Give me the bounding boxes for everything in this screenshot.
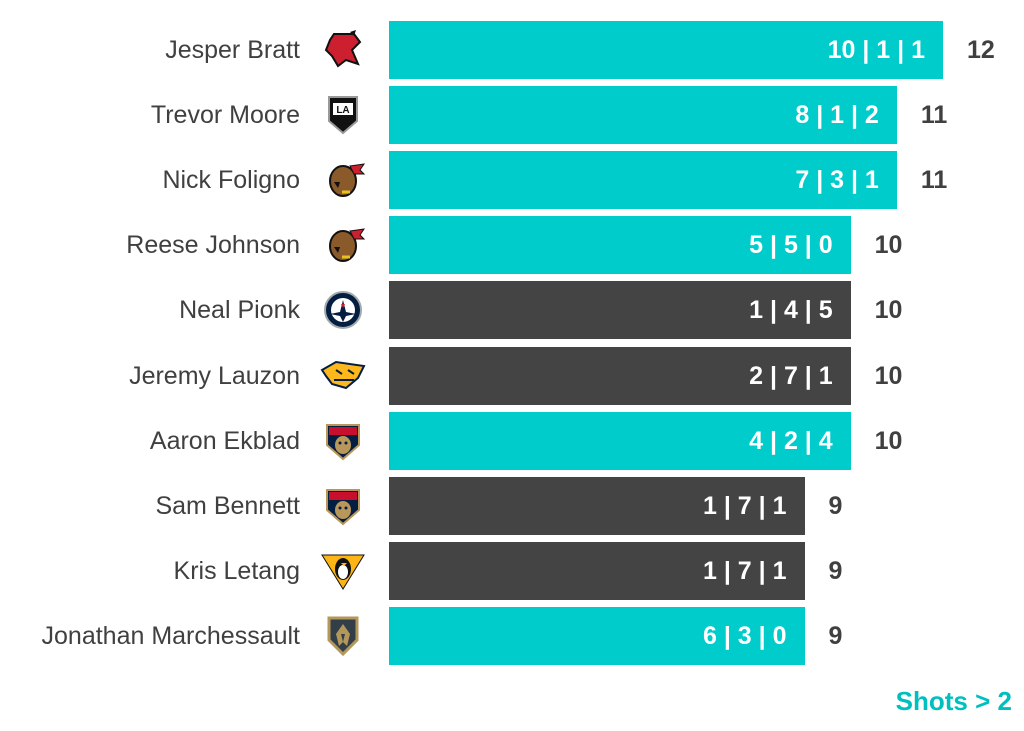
player-name-label: Reese Johnson — [126, 231, 300, 259]
chart-row: Kris Letang 1 | 7 | 1 9 — [0, 542, 1024, 600]
penguins-logo-icon — [320, 551, 366, 591]
bar-breakdown-label: 5 | 5 | 0 — [749, 231, 833, 259]
player-name-label: Neal Pionk — [179, 296, 300, 324]
bar-breakdown-label: 7 | 3 | 1 — [795, 166, 879, 194]
bar-total-label: 10 — [874, 362, 903, 390]
kings-logo-icon: LA — [320, 95, 366, 135]
bar-breakdown-label: 1 | 7 | 1 — [703, 492, 787, 520]
chart-row: Jonathan Marchessault 6 | 3 | 0 9 — [0, 607, 1024, 665]
predators-logo-icon — [320, 356, 366, 396]
chart-row: Aaron Ekblad 4 | 2 | 4 10 — [0, 412, 1024, 470]
bar-breakdown-label: 1 | 4 | 5 — [749, 296, 833, 324]
bar-breakdown-label: 6 | 3 | 0 — [703, 622, 787, 650]
bar: 2 | 7 | 1 — [389, 347, 851, 405]
bar: 1 | 7 | 1 — [389, 477, 805, 535]
bar-breakdown-label: 2 | 7 | 1 — [749, 362, 833, 390]
bar: 8 | 1 | 2 — [389, 86, 897, 144]
golden-knights-logo-icon — [320, 616, 366, 656]
bar-total-label: 9 — [828, 492, 843, 520]
bar-total-label: 11 — [920, 101, 948, 129]
bar: 7 | 3 | 1 — [389, 151, 897, 209]
chart-row: Jesper Bratt 10 | 1 | 1 12 — [0, 21, 1024, 79]
bar-total-label: 12 — [967, 36, 995, 64]
bar: 10 | 1 | 1 — [389, 21, 943, 79]
bar-breakdown-label: 4 | 2 | 4 — [749, 427, 833, 455]
bar: 1 | 7 | 1 — [389, 542, 805, 600]
panthers-logo-icon — [320, 486, 366, 526]
bar: 4 | 2 | 4 — [389, 412, 851, 470]
blackhawks-logo-icon — [320, 160, 366, 200]
svg-text:LA: LA — [336, 105, 349, 116]
chart-row: Nick Foligno 7 | 3 | 1 11 — [0, 151, 1024, 209]
bar: 1 | 4 | 5 — [389, 281, 851, 339]
player-name-label: Sam Bennett — [155, 492, 300, 520]
bar: 6 | 3 | 0 — [389, 607, 805, 665]
bar-breakdown-label: 1 | 7 | 1 — [703, 557, 787, 585]
bar: 5 | 5 | 0 — [389, 216, 851, 274]
player-name-label: Jeremy Lauzon — [129, 362, 300, 390]
chart-row: Jeremy Lauzon 2 | 7 | 1 10 — [0, 347, 1024, 405]
bar-total-label: 11 — [920, 166, 948, 194]
chart-row: Sam Bennett 1 | 7 | 1 9 — [0, 477, 1024, 535]
blackhawks-logo-icon — [320, 225, 366, 265]
player-name-label: Jesper Bratt — [165, 36, 300, 64]
player-name-label: Kris Letang — [173, 557, 300, 585]
chart-row: Neal Pionk 1 | 4 | 5 10 — [0, 281, 1024, 339]
chart-row: Reese Johnson 5 | 5 | 0 10 — [0, 216, 1024, 274]
player-name-label: Trevor Moore — [150, 101, 300, 129]
devils-logo-icon — [320, 30, 366, 70]
panthers-logo-icon — [320, 421, 366, 461]
player-name-label: Aaron Ekblad — [149, 427, 300, 455]
bar-total-label: 9 — [828, 557, 843, 585]
player-name-label: Jonathan Marchessault — [41, 622, 300, 650]
bar-total-label: 10 — [874, 231, 903, 259]
bar-total-label: 10 — [874, 296, 903, 324]
bar-total-label: 9 — [828, 622, 843, 650]
chart-footer-label: Shots > 2 — [895, 686, 1012, 716]
jets-logo-icon — [320, 290, 366, 330]
bar-breakdown-label: 10 | 1 | 1 — [827, 36, 925, 64]
player-name-label: Nick Foligno — [162, 166, 300, 194]
bar-breakdown-label: 8 | 1 | 2 — [795, 101, 879, 129]
chart-row: Trevor Moore LA 8 | 1 | 2 11 — [0, 86, 1024, 144]
bar-total-label: 10 — [874, 427, 903, 455]
